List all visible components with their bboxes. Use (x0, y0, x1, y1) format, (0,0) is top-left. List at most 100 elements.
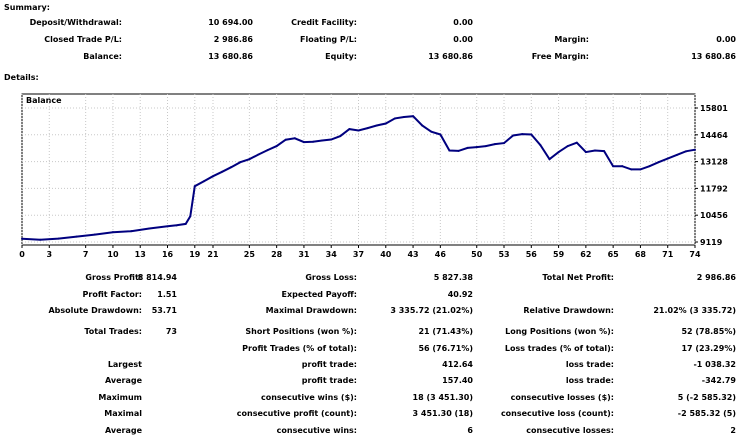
balance-value: 13 680.86 (208, 52, 253, 61)
x-tick-label: 71 (662, 250, 674, 259)
x-tick-label: 46 (435, 250, 447, 259)
balance-chart: Balance 0 3 7 10 13 16 19 21 25 28 31 34 37 40 43 46 50 5… (19, 93, 728, 259)
total-net-profit-label: Total Net Profit: (542, 273, 614, 282)
long-positions-label: Long Positions (won %): (505, 327, 614, 336)
x-tick-label: 37 (353, 250, 364, 259)
free-margin-value: 13 680.86 (691, 52, 736, 61)
total-net-profit-value: 2 986.86 (696, 273, 736, 282)
balance-point (75, 235, 78, 238)
balance-point (539, 144, 542, 147)
gross-profit-label: Gross Profit: (85, 273, 142, 282)
max-consecutive-losses-label: consecutive losses ($): (510, 393, 614, 402)
x-tick-label: 7 (83, 250, 89, 259)
total-trades-label: Total Trades: (84, 327, 142, 336)
balance-point (621, 165, 624, 168)
long-positions-value: 52 (78.85%) (681, 327, 736, 336)
balance-point (648, 165, 651, 168)
balance-point (166, 225, 169, 228)
average-loss-value: -342.79 (701, 376, 736, 385)
balance-point (184, 222, 187, 225)
x-tick-label: 43 (407, 250, 418, 259)
x-tick-label: 62 (580, 250, 591, 259)
details-heading: Details: (4, 73, 39, 82)
max-consecutive-wins-value: 18 (3 451.30) (412, 393, 473, 402)
balance-point (284, 138, 287, 141)
avg-consecutive-wins-value: 6 (467, 426, 473, 435)
balance-point (375, 124, 378, 127)
x-tick-label: 40 (380, 250, 392, 259)
max-consecutive-wins-label: consecutive wins ($): (260, 393, 357, 402)
balance-point (175, 224, 178, 227)
max-consecutive-losses-value: 5 (-2 585.32) (677, 393, 736, 402)
x-tick-label: 65 (608, 250, 620, 259)
balance-point (412, 115, 415, 118)
balance-point (302, 141, 305, 144)
balance-point (475, 146, 478, 149)
balance-point (93, 233, 96, 236)
credit-value: 0.00 (453, 18, 473, 27)
average-label: Average (104, 376, 142, 385)
balance-point (148, 227, 151, 230)
balance-point (612, 165, 615, 168)
closed-pl-label: Closed Trade P/L: (44, 35, 122, 44)
margin-value: 0.00 (716, 35, 736, 44)
balance-point (348, 128, 351, 131)
total-trades-value: 73 (165, 327, 177, 336)
profit-factor-value: 1.51 (157, 290, 177, 299)
x-tick-label: 53 (498, 250, 509, 259)
free-margin-label: Free Margin: (531, 52, 589, 61)
x-tick-label: 3 (46, 250, 52, 259)
maximal-consecutive-loss-label: consecutive loss (count): (500, 409, 614, 418)
balance-point (566, 145, 569, 148)
average-profit-label: profit trade: (301, 376, 357, 385)
balance-point (321, 139, 324, 142)
balance-point (575, 141, 578, 144)
average-consecutive-label: Average (104, 426, 142, 435)
gross-profit-value: 8 814.94 (137, 273, 177, 282)
average-profit-value: 157.40 (442, 376, 473, 385)
avg-consecutive-wins-label: consecutive wins: (276, 426, 357, 435)
balance-point (548, 158, 551, 161)
x-tick-label: 59 (553, 250, 565, 259)
balance-point (239, 161, 242, 164)
balance-point (248, 158, 251, 161)
balance-point (675, 153, 678, 156)
balance-point (211, 175, 214, 178)
balance-point (130, 230, 133, 233)
avg-consecutive-losses-label: consecutive losses: (526, 426, 614, 435)
balance-point (266, 149, 269, 152)
balance-point (512, 134, 515, 137)
relative-drawdown-label: Relative Drawdown: (523, 306, 614, 315)
x-tick-label: 21 (207, 250, 219, 259)
equity-value: 13 680.86 (428, 52, 473, 61)
y-tick-label: 9119 (700, 238, 723, 247)
balance-point (275, 145, 278, 148)
balance-point (430, 130, 433, 133)
short-positions-value: 21 (71.43%) (418, 327, 473, 336)
balance-point (257, 153, 260, 156)
maximal-consecutive-loss-value: -2 585.32 (5) (677, 409, 736, 418)
balance-point (584, 151, 587, 154)
balance-point (639, 168, 642, 171)
profit-factor-label: Profit Factor: (82, 290, 142, 299)
maximal-consecutive-profit-label: consecutive profit (count): (236, 409, 357, 418)
balance-point (339, 135, 342, 138)
absolute-drawdown-value: 53.71 (151, 306, 177, 315)
margin-label: Margin: (554, 35, 589, 44)
balance-point (312, 140, 315, 143)
x-tick-label: 34 (326, 250, 338, 259)
maximal-label: Maximal (104, 409, 142, 418)
gross-loss-label: Gross Loss: (305, 273, 357, 282)
balance-point (484, 145, 487, 148)
credit-label: Credit Facility: (291, 18, 357, 27)
balance-point (366, 127, 369, 130)
balance-point (193, 185, 196, 188)
absolute-drawdown-label: Absolute Drawdown: (48, 306, 142, 315)
profit-trades-label: Profit Trades (% of total): (242, 344, 357, 353)
balance-point (221, 170, 224, 173)
balance-point (439, 133, 442, 136)
balance-point (630, 168, 633, 171)
maximal-drawdown-value: 3 335.72 (21.02%) (390, 306, 473, 315)
x-tick-label: 0 (19, 250, 25, 259)
floating-pl-value: 0.00 (453, 35, 473, 44)
